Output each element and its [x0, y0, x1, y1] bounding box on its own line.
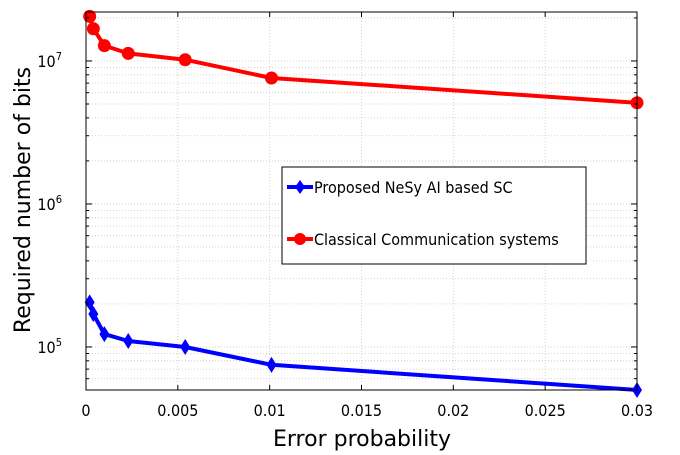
y-tick-label: 106 — [37, 193, 62, 214]
legend-label-1: Classical Communication systems — [314, 230, 559, 249]
axis-ticks: 0 0.005 0.01 0.015 0.02 0.025 0.03 105 106 107 — [37, 12, 653, 420]
data-point-0 — [123, 333, 134, 350]
legend-marker-1 — [294, 233, 306, 245]
x-tick-label: 0.015 — [341, 401, 382, 420]
data-point-1 — [97, 39, 111, 53]
data-point-0 — [99, 326, 110, 343]
series-layer — [83, 9, 644, 398]
legend-marker-0 — [295, 180, 305, 194]
x-tick-label: 0 — [81, 401, 90, 420]
legend: Proposed NeSy AI based SC Classical Comm… — [281, 166, 587, 265]
data-point-1 — [265, 71, 279, 85]
legend-box — [281, 166, 587, 265]
data-point-0 — [266, 356, 277, 373]
data-point-0 — [88, 306, 99, 323]
x-tick-label: 0.025 — [525, 401, 566, 420]
data-point-1 — [121, 46, 135, 60]
data-point-0 — [84, 294, 95, 311]
y-tick-label: 107 — [37, 50, 62, 71]
x-tick-label: 0.03 — [621, 401, 653, 420]
y-axis-title: Required number of bits — [11, 67, 36, 333]
legend-label-0: Proposed NeSy AI based SC — [314, 178, 513, 197]
data-point-1 — [86, 22, 100, 36]
data-point-1 — [178, 53, 192, 67]
x-tick-label: 0.005 — [157, 401, 198, 420]
data-point-0 — [180, 338, 191, 355]
x-tick-label: 0.02 — [437, 401, 469, 420]
y-tick-label: 105 — [37, 336, 62, 357]
x-axis-title: Error probability — [273, 427, 451, 452]
x-tick-label: 0.01 — [254, 401, 286, 420]
